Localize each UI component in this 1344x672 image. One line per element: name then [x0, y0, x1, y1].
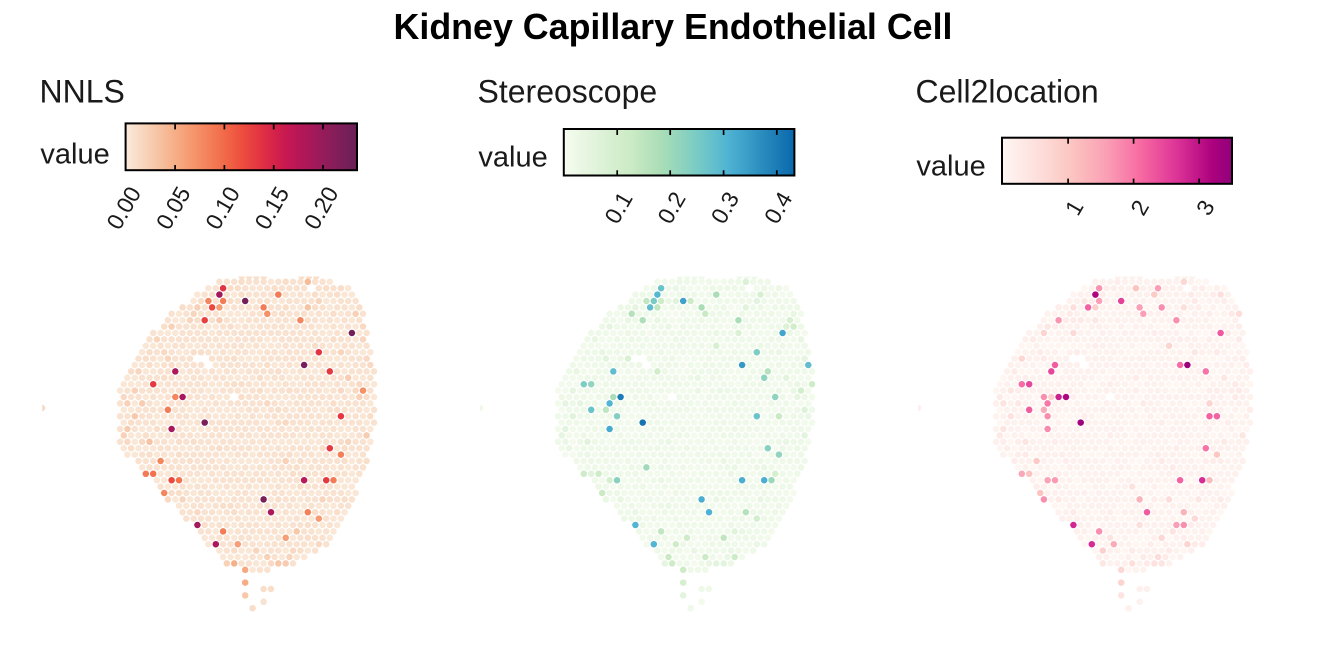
- svg-text:Stereoscope: Stereoscope: [478, 73, 658, 109]
- svg-text:value: value: [916, 151, 985, 183]
- svg-text:NNLS: NNLS: [40, 73, 125, 109]
- svg-text:value: value: [40, 139, 109, 171]
- svg-text:Cell2location: Cell2location: [916, 73, 1099, 109]
- svg-text:value: value: [478, 142, 547, 174]
- svg-text:Kidney Capillary Endothelial C: Kidney Capillary Endothelial Cell: [394, 7, 953, 47]
